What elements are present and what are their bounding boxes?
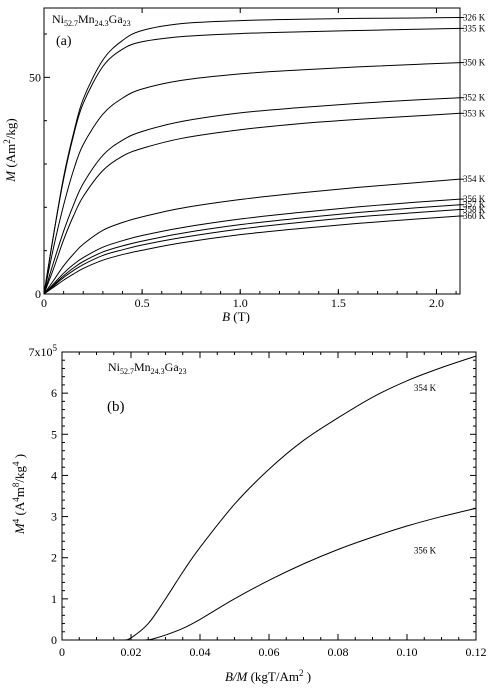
panel-a-series-line-9 xyxy=(43,215,461,295)
panel-a-series-line-7 xyxy=(43,204,461,295)
panel-b-y-ticks: 0 1 2 3 4 5 6 xyxy=(51,359,476,647)
panel-a-series-label-3: 352 K xyxy=(463,93,486,103)
panel-b-x-tick-label-2: 0.04 xyxy=(190,645,211,659)
panel-b-y-multiplier: 7x105 xyxy=(29,343,58,359)
panel-a-series-label-6: 356 K xyxy=(463,194,486,204)
panel-b-y-tick-label-5: 5 xyxy=(51,427,57,441)
panel-a-series-line-4 xyxy=(43,112,461,295)
panel-a-series-label-1: 335 K xyxy=(463,23,486,33)
panel-b-plot-frame xyxy=(61,351,477,641)
panel-a-y-ticks: 0 50 xyxy=(29,33,50,301)
panel-b-x-tick-label-1: 0.02 xyxy=(121,645,142,659)
panel-a-series-line-8 xyxy=(43,209,461,295)
panel-a-series-label-7: 357 K xyxy=(463,200,486,210)
panel-b-chart: 354 K 356 K 0 0.02 0.04 0.06 0.08 0.10 0.12 0 1 2… xyxy=(11,343,487,684)
panel-b-x-tick-label-0: 0 xyxy=(59,645,65,659)
panel-a-series-label-8: 358 K xyxy=(463,205,486,215)
panel-b-letter: (b) xyxy=(107,399,125,415)
panel-a-x-tick-label-2: 1.0 xyxy=(233,296,248,310)
panel-b-x-tick-label-5: 0.10 xyxy=(397,645,418,659)
panel-a-sample-label: Ni52.7Mn24.3Ga23 xyxy=(52,12,131,28)
panel-b-series-labels: 354 K 356 K xyxy=(414,383,437,556)
panel-a-series-label-2: 350 K xyxy=(463,58,486,68)
panel-b-y-tick-label-0: 0 xyxy=(51,633,57,647)
panel-b-curves xyxy=(123,355,477,641)
panel-a-x-tick-label-1: 0.5 xyxy=(135,296,150,310)
panel-b-series-label-1: 356 K xyxy=(414,546,437,556)
panel-a-y-tick-label-1: 50 xyxy=(29,70,41,84)
panel-a-series-label-0: 326 K xyxy=(463,13,486,23)
panel-b-y-tick-label-1: 1 xyxy=(51,592,57,606)
panel-a-series-line-2 xyxy=(43,62,461,295)
panel-b-y-axis-label: M4 (A4m8/kg4 ) xyxy=(11,454,27,535)
panel-a-x-ticks: 0 0.5 1.0 1.5 2.0 xyxy=(41,8,457,310)
panel-b-y-tick-label-3: 3 xyxy=(51,510,57,524)
panel-a-curves xyxy=(43,17,461,295)
panel-b-x-tick-label-3: 0.06 xyxy=(259,645,280,659)
panel-a-x-tick-label-0: 0 xyxy=(41,296,47,310)
panel-a-y-axis-label: M (Am2/kg) xyxy=(2,118,18,182)
panel-a-series-line-6 xyxy=(43,198,461,295)
panel-b-y-tick-label-4: 4 xyxy=(51,468,57,482)
panel-b-series-line-1 xyxy=(144,507,477,641)
panel-b-x-axis-label: B/M (kgT/Am2 ) xyxy=(225,668,311,684)
panel-a-series-line-1 xyxy=(43,27,461,295)
panel-a-series-label-4: 353 K xyxy=(463,108,486,118)
panel-b-x-tick-label-6: 0.12 xyxy=(466,645,487,659)
panel-b-sample-label: Ni52.7Mn24.3Ga23 xyxy=(108,360,187,376)
panel-a-series-line-3 xyxy=(43,97,461,295)
panel-a-x-tick-label-3: 1.5 xyxy=(331,296,346,310)
panel-b-y-tick-label-2: 2 xyxy=(51,551,57,565)
panel-b-y-tick-label-6: 6 xyxy=(51,386,57,400)
panel-a-x-tick-label-4: 2.0 xyxy=(429,296,444,310)
panel-a-series-label-5: 354 K xyxy=(463,174,486,184)
panel-a-series-line-0 xyxy=(43,17,461,295)
panel-b-series-line-0 xyxy=(123,355,477,641)
panel-a-plot-frame xyxy=(43,7,461,295)
panel-a-y-tick-label-0: 0 xyxy=(35,287,41,301)
panel-b-x-tick-label-4: 0.08 xyxy=(328,645,349,659)
panel-a-x-axis-label: B (T) xyxy=(222,309,250,324)
panel-b-x-ticks: 0 0.02 0.04 0.06 0.08 0.10 0.12 xyxy=(59,352,487,659)
panel-a-series-label-9: 360 K xyxy=(463,211,486,221)
panel-a-letter: (a) xyxy=(56,34,72,49)
panel-a-series-line-5 xyxy=(43,178,461,295)
panel-b-series-label-0: 354 K xyxy=(414,383,437,393)
